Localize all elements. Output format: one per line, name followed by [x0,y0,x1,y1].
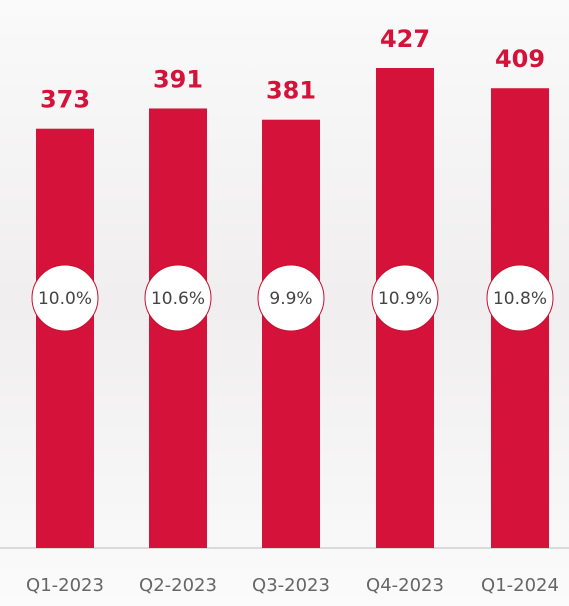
x-tick-label: Q2-2023 [139,575,217,596]
percent-circle [31,264,99,332]
percent-label: 10.6% [151,289,205,309]
percent-label: 10.9% [378,289,432,309]
percent-circle [144,264,212,332]
bar [262,119,320,549]
value-label: 381 [266,77,316,105]
percent-label: 9.9% [269,289,312,309]
percent-label: 10.8% [493,289,547,309]
value-label: 391 [153,65,203,93]
x-tick-label: Q1-2024 [481,575,559,596]
percent-label: 10.0% [38,289,92,309]
x-tick-label: Q4-2023 [366,575,444,596]
bar [36,128,94,548]
x-tick-label: Q1-2023 [26,575,104,596]
percent-circle [371,264,439,332]
percent-circle [486,264,554,332]
x-tick-label: Q3-2023 [252,575,330,596]
value-label: 427 [380,25,430,53]
value-label: 409 [495,45,545,73]
percent-circle [257,264,325,332]
value-label: 373 [40,86,90,114]
